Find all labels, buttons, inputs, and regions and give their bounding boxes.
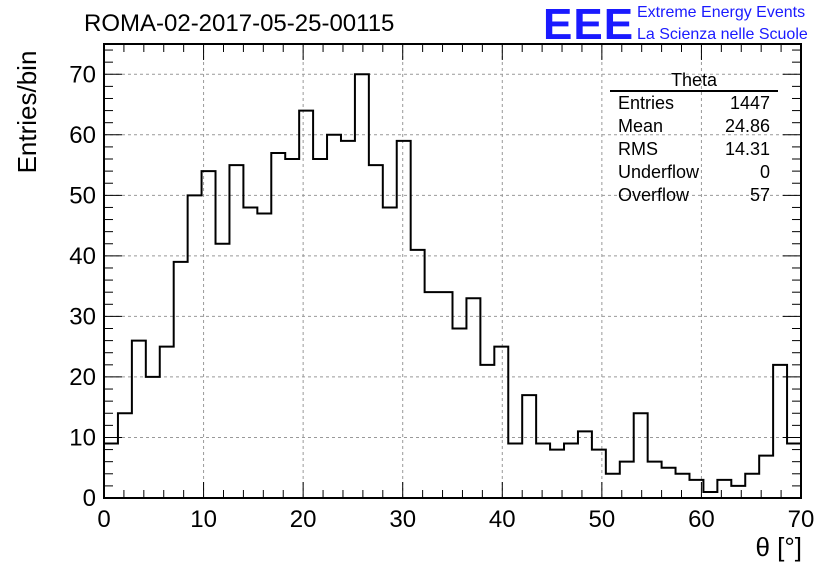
stats-title: Theta xyxy=(610,70,778,92)
stats-row: RMS 14.31 xyxy=(610,138,778,161)
stats-row: Underflow 0 xyxy=(610,161,778,184)
y-tick-label: 10 xyxy=(69,424,96,451)
x-tick-label: 30 xyxy=(389,506,416,533)
x-tick-label: 60 xyxy=(688,506,715,533)
y-tick-label: 50 xyxy=(69,182,96,209)
y-tick-label: 70 xyxy=(69,61,96,88)
y-tick-label: 0 xyxy=(83,485,96,512)
x-tick-label: 50 xyxy=(589,506,616,533)
stats-box: Theta Entries 1447 Mean 24.86 RMS 14.31 … xyxy=(610,70,778,207)
stats-row: Mean 24.86 xyxy=(610,115,778,138)
stats-value: 57 xyxy=(749,185,770,205)
stats-label: Entries xyxy=(618,93,675,113)
x-tick-label: 70 xyxy=(788,506,815,533)
stats-row: Entries 1447 xyxy=(610,92,778,115)
stats-value: 0 xyxy=(759,162,770,182)
logo-line-2: La Scienza nelle Scuole xyxy=(637,26,808,43)
x-axis-ticks: 0 10 20 30 40 50 60 70 xyxy=(97,44,814,533)
logo-line-1: Extreme Energy Events xyxy=(637,4,806,21)
x-tick-label: 0 xyxy=(97,506,110,533)
y-tick-label: 30 xyxy=(69,303,96,330)
plot-frame xyxy=(103,43,802,499)
stats-label: Mean xyxy=(618,116,664,136)
y-axis-ticks: 0 10 20 30 40 50 60 70 xyxy=(69,49,801,512)
x-tick-label: 20 xyxy=(290,506,317,533)
stats-label: Overflow xyxy=(618,185,690,205)
eee-logo: EEE xyxy=(543,0,635,49)
grid-lines xyxy=(104,44,801,498)
chart-title: ROMA-02-2017-05-25-00115 xyxy=(84,10,395,37)
stats-value: 14.31 xyxy=(724,139,770,159)
stats-value: 1447 xyxy=(729,93,770,113)
x-axis-label: θ [°] xyxy=(755,532,802,562)
x-tick-label: 10 xyxy=(190,506,217,533)
histogram-outline xyxy=(103,73,802,498)
stats-label: RMS xyxy=(618,139,658,159)
y-axis-label: Entries/bin xyxy=(12,50,42,174)
y-tick-label: 40 xyxy=(69,243,96,270)
stats-row: Overflow 57 xyxy=(610,184,778,207)
y-tick-label: 20 xyxy=(69,364,96,391)
stats-value: 24.86 xyxy=(724,116,770,136)
stats-label: Underflow xyxy=(618,162,700,182)
y-tick-label: 60 xyxy=(69,122,96,149)
x-tick-label: 40 xyxy=(489,506,516,533)
